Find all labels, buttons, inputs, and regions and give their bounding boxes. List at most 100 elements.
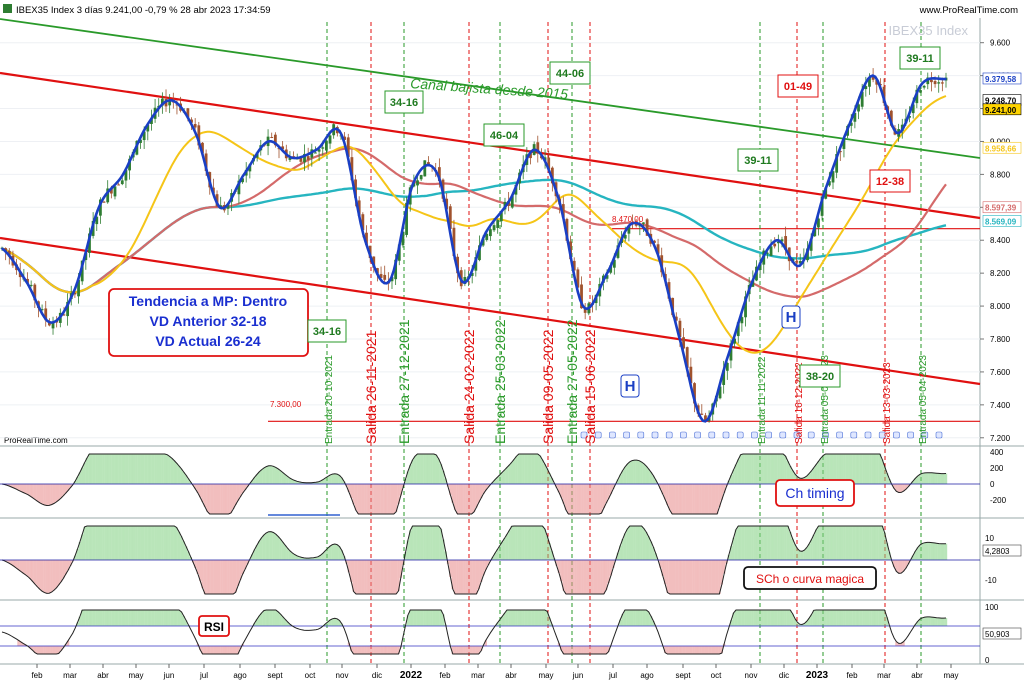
- signal-label: Entrada 20-10-2021: [324, 355, 335, 444]
- price-tag: [982, 215, 1022, 227]
- candle-body: [860, 91, 864, 107]
- ma-red: [1, 147, 947, 298]
- sch-tag: [982, 544, 1022, 557]
- event-marker-icon: [779, 431, 787, 439]
- candle-body: [44, 308, 48, 321]
- trend-line-3: VD Actual 26-24: [155, 333, 261, 349]
- trend-line-1: Tendencia a MP: Dentro: [129, 293, 287, 309]
- x-axis: feb mar abr may jun jul ago sept oct nov dic 2022 fe…: [31, 664, 959, 681]
- price-point: [678, 338, 681, 340]
- candle-body: [379, 274, 383, 278]
- cycle-box-46-04: 46-04: [483, 123, 525, 147]
- ch-timing-tick: -200: [990, 496, 1007, 505]
- candle-body: [919, 90, 922, 93]
- candle-body: [784, 236, 788, 250]
- candle-body: [445, 198, 449, 210]
- candle-body: [88, 233, 91, 253]
- price-point: [436, 173, 439, 176]
- candle-body: [175, 104, 179, 106]
- candle-body: [875, 79, 879, 85]
- candle-body: [463, 277, 467, 285]
- candle-body: [685, 347, 689, 368]
- candle-body: [80, 260, 84, 282]
- candle-body: [26, 278, 29, 283]
- price-point: [219, 206, 221, 209]
- price-point: [509, 198, 512, 200]
- signal-label: Entrada 25-03-2022: [492, 319, 508, 444]
- header-bar: IBEX35 Index 3 días 9.241,00 -0,79 % 28 …: [0, 0, 1024, 17]
- price-tick-label: 8.400: [990, 236, 1011, 245]
- price-point: [703, 420, 705, 423]
- event-marker-icon: [807, 431, 815, 439]
- x-tick-label: may: [128, 671, 143, 680]
- x-tick-label: jun: [572, 671, 584, 680]
- x-tick-label: jun: [163, 671, 175, 680]
- event-marker-icon: [722, 431, 730, 439]
- candle-body: [813, 226, 817, 237]
- price-curve: [1, 74, 947, 423]
- candle-body: [197, 125, 201, 146]
- event-marker-icon: [878, 431, 886, 439]
- candle-body: [113, 186, 117, 197]
- price-point: [194, 132, 197, 135]
- level-label-7300: 7.300,00: [270, 400, 302, 409]
- candle-body: [146, 125, 150, 132]
- svg-text:Ch timing: Ch timing: [785, 485, 844, 501]
- x-tick-label: nov: [336, 671, 349, 680]
- candle-body: [186, 108, 190, 118]
- price-point: [751, 280, 754, 283]
- candle-body: [496, 220, 500, 228]
- x-tick-label: 2022: [400, 670, 423, 681]
- candle-body: [306, 156, 310, 160]
- candle-body: [536, 142, 540, 154]
- candle-body: [99, 199, 102, 216]
- rsi-line: [1, 609, 947, 655]
- candle-body: [40, 309, 44, 311]
- candle-body: [33, 284, 37, 301]
- candle-body: [77, 279, 80, 297]
- candle-body: [817, 218, 820, 228]
- price-point: [25, 280, 28, 283]
- cycle-box-34-16-low: 34-16: [307, 319, 347, 343]
- signal-label: Entrada 05-04-2023: [918, 355, 929, 444]
- price-point: [291, 157, 294, 159]
- candle-body: [510, 195, 514, 208]
- candle-body: [627, 225, 631, 234]
- candle-body: [937, 82, 941, 84]
- signal-labels: Entrada 20-10-2021 Salida 26-11-2021 Entra…: [324, 319, 929, 444]
- event-marker-icon: [907, 431, 914, 439]
- candle-body: [201, 142, 204, 154]
- price-tag: [982, 201, 1022, 214]
- price-tick-label: 8.800: [990, 170, 1011, 179]
- candle-body: [835, 154, 839, 173]
- candle-body: [273, 134, 277, 146]
- candle-body: [383, 274, 387, 280]
- svg-text:44-06: 44-06: [556, 68, 584, 80]
- candle-body: [868, 76, 871, 87]
- candle-body: [653, 240, 656, 243]
- event-marker-icon: [850, 431, 858, 439]
- x-tick-label: feb: [31, 671, 43, 680]
- price-tag: [982, 141, 1022, 154]
- candle-body: [725, 362, 729, 371]
- candle-body: [623, 234, 627, 239]
- candle-body: [168, 101, 172, 106]
- price-point: [340, 132, 342, 135]
- cycle-box-38-20: 38-20: [799, 364, 841, 388]
- rsi-box: RSI: [198, 615, 230, 637]
- cycle-box-01-49: 01-49: [777, 74, 819, 98]
- x-tick-label: jul: [608, 671, 617, 680]
- candle-body: [682, 337, 685, 349]
- event-marker-icon: [580, 431, 588, 439]
- price-point: [775, 239, 778, 242]
- price-tick-label: 8.200: [990, 269, 1011, 278]
- signal-label: Entrada 27-05-2022: [564, 319, 580, 444]
- x-tick-label: nov: [745, 671, 758, 680]
- candle-body: [642, 222, 645, 224]
- x-tick-label: mar: [877, 671, 891, 680]
- price-point: [73, 288, 76, 291]
- candle-body: [237, 180, 241, 195]
- candle-body: [66, 301, 70, 317]
- signal-label: Salida 15-06-2022: [582, 329, 598, 444]
- candle-body: [776, 241, 780, 244]
